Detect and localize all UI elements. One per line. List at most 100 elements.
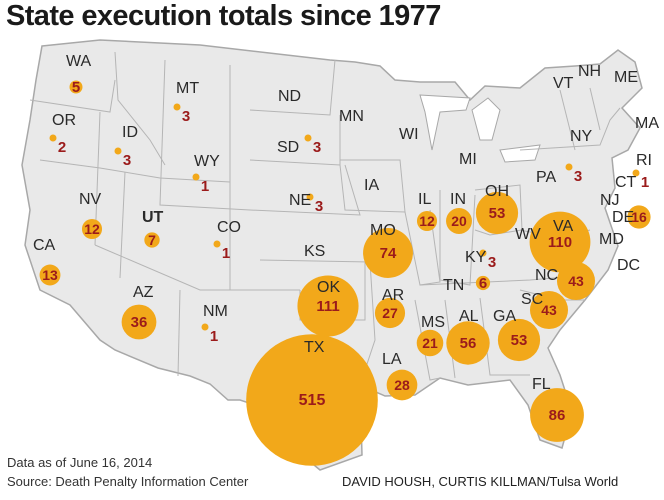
state-label-ia: IA [364, 177, 379, 194]
state-label-il: IL [418, 191, 431, 208]
bubble-va [529, 211, 591, 273]
state-label-nm: NM [203, 303, 228, 320]
state-label-tn: TN [443, 277, 464, 294]
state-label-ri: RI [636, 152, 652, 169]
bubble-ca [39, 264, 61, 286]
state-label-ct: CT [615, 174, 637, 191]
value-fl: 86 [549, 407, 566, 424]
value-mt: 3 [182, 108, 190, 125]
value-nc: 43 [568, 273, 584, 289]
value-ca: 13 [42, 267, 58, 283]
map-title: State execution totals since 1977 [6, 0, 441, 32]
value-mo: 74 [380, 245, 397, 262]
state-label-nv: NV [79, 191, 102, 208]
bubble-wa [69, 80, 83, 94]
value-ms: 21 [422, 335, 438, 351]
state-label-pa: PA [536, 169, 556, 186]
value-oh: 53 [489, 205, 506, 222]
bubble-de [627, 205, 651, 229]
bubble-nv [81, 218, 103, 240]
value-de: 16 [631, 209, 647, 225]
value-nv: 12 [84, 221, 100, 237]
value-il: 12 [419, 213, 435, 229]
bubble-al [446, 321, 490, 365]
bubble-layer [39, 80, 651, 466]
bubble-wy [192, 173, 200, 181]
bubble-ky [479, 249, 487, 257]
data-date-note: Data as of June 16, 2014 [7, 455, 153, 470]
state-label-id: ID [122, 124, 138, 141]
bubble-ok [297, 275, 359, 337]
us-land [21, 39, 643, 471]
bubble-ga [497, 318, 541, 362]
value-tn: 6 [479, 275, 487, 292]
value-ne: 3 [315, 198, 323, 215]
state-label-nc: NC [535, 267, 558, 284]
bubble-ne [306, 193, 314, 201]
bubble-ms [416, 329, 444, 357]
state-label-la: LA [382, 351, 402, 368]
state-label-ga: GA [493, 308, 516, 325]
bubble-fl [530, 388, 584, 442]
great-lakes [419, 94, 541, 163]
bubble-sc [529, 290, 569, 330]
value-sd: 3 [313, 139, 321, 156]
value-or: 2 [58, 139, 66, 156]
state-label-de: DE [612, 209, 634, 226]
bubble-id [114, 147, 122, 155]
state-label-mn: MN [339, 108, 364, 125]
value-ga: 53 [511, 332, 528, 349]
bubble-ut [144, 232, 160, 248]
bubble-co [213, 240, 221, 248]
state-label-co: CO [217, 219, 241, 236]
state-label-mt: MT [176, 80, 199, 97]
state-label-fl: FL [532, 376, 551, 393]
state-label-mo: MO [370, 222, 396, 239]
bubble-il [416, 210, 438, 232]
state-label-wi: WI [399, 126, 419, 143]
value-ar: 27 [382, 305, 398, 321]
state-label-ar: AR [382, 287, 404, 304]
bubble-nm [201, 323, 209, 331]
state-label-md: MD [599, 231, 624, 248]
value-wy: 1 [201, 178, 209, 195]
bubble-ct [632, 169, 640, 177]
state-label-al: AL [459, 308, 479, 325]
bubble-mo [363, 228, 413, 278]
state-label-ny: NY [570, 128, 593, 145]
bubble-mt [173, 103, 181, 111]
value-ct: 1 [641, 174, 649, 191]
bubble-oh [475, 191, 519, 235]
value-la: 28 [394, 377, 410, 393]
state-label-az: AZ [133, 284, 154, 301]
value-pa: 3 [574, 168, 582, 185]
bubble-sd [304, 134, 312, 142]
state-label-tx: TX [304, 339, 325, 356]
value-sc: 43 [541, 302, 557, 318]
value-id: 3 [123, 152, 131, 169]
state-labels: WA OR ID MT WY ND SD NE NV UT CO CA AZ N… [33, 53, 659, 393]
value-tx: 515 [299, 392, 326, 409]
bubble-tn [475, 275, 491, 291]
value-al: 56 [460, 335, 477, 352]
state-label-or: OR [52, 112, 76, 129]
state-label-vt: VT [553, 75, 574, 92]
state-label-wa: WA [66, 53, 92, 70]
bubble-or [49, 134, 57, 142]
state-label-dc: DC [617, 257, 640, 274]
state-label-nj: NJ [600, 192, 620, 209]
value-co: 1 [222, 245, 230, 262]
bubble-pa [565, 163, 573, 171]
value-az: 36 [131, 314, 148, 331]
value-labels: 5 2 3 3 1 3 3 12 7 1 13 36 1 111 515 74 … [42, 79, 649, 424]
source-note: Source: Death Penalty Information Center [7, 474, 249, 489]
state-label-wy: WY [194, 153, 220, 170]
state-label-ca: CA [33, 237, 56, 254]
state-label-ok: OK [317, 279, 340, 296]
bubble-la [386, 369, 418, 401]
credit-note: DAVID HOUSH, CURTIS KILLMAN/Tulsa World [342, 474, 619, 489]
state-label-ma: MA [635, 115, 659, 132]
value-ut: 7 [148, 232, 156, 248]
value-va: 110 [548, 234, 572, 251]
